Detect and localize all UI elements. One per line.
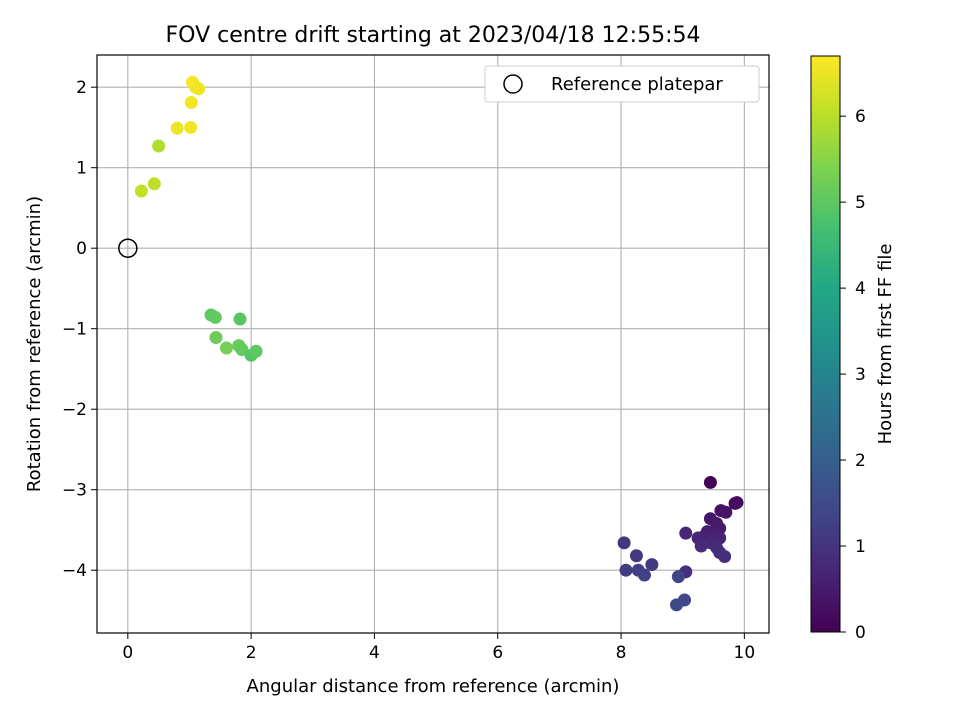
y-tick-label: −2	[62, 400, 87, 420]
data-point	[728, 496, 742, 510]
colorbar-tick-label: 4	[855, 279, 866, 299]
data-point	[637, 568, 651, 582]
y-axis-label: Rotation from reference (arcmin)	[24, 196, 45, 492]
colorbar: 0 1 2 3 4 5 6 Hours from first FF file	[810, 55, 896, 643]
data-point	[152, 139, 166, 153]
y-tick-label: −1	[62, 320, 87, 340]
data-point	[679, 526, 693, 540]
y-tick-label: −4	[62, 561, 87, 581]
data-point	[184, 120, 198, 134]
data-point	[209, 331, 223, 345]
plot-frame	[96, 54, 770, 634]
legend-label: Reference platepar	[551, 74, 723, 95]
x-tick-label: 10	[734, 643, 756, 663]
y-tick-label: 2	[76, 78, 87, 98]
legend: Reference platepar	[484, 65, 760, 103]
y-tick-label: 1	[76, 159, 87, 179]
colorbar-gradient	[810, 55, 841, 633]
colorbar-tick-label: 6	[855, 107, 866, 127]
x-axis-ticks: 0 2 4 6 8 10	[122, 633, 755, 663]
data-point	[170, 121, 184, 135]
data-point	[233, 312, 247, 326]
chart-title: FOV centre drift starting at 2023/04/18 …	[166, 23, 701, 48]
data-point	[718, 550, 732, 564]
data-point	[670, 598, 684, 612]
colorbar-label: Hours from first FF file	[875, 244, 896, 445]
data-point	[184, 95, 198, 109]
data-point	[703, 475, 717, 489]
colorbar-tick-label: 1	[855, 537, 866, 557]
data-point	[719, 505, 733, 519]
x-axis-label: Angular distance from reference (arcmin)	[247, 676, 620, 697]
data-point	[617, 536, 631, 550]
legend-box	[484, 65, 760, 103]
y-axis-ticks: −4 −3 −2 −1 0 1 2	[62, 78, 97, 581]
colorbar-tick-label: 5	[855, 193, 866, 213]
data-point	[134, 184, 148, 198]
data-point	[249, 344, 263, 358]
colorbar-tick-label: 0	[855, 623, 866, 643]
legend-marker	[503, 74, 523, 94]
x-tick-label: 0	[122, 643, 133, 663]
x-tick-label: 8	[616, 643, 627, 663]
data-point	[671, 570, 685, 584]
y-tick-label: −3	[62, 481, 87, 501]
x-tick-label: 2	[246, 643, 257, 663]
reference-point-marker	[118, 238, 138, 258]
x-tick-label: 6	[492, 643, 503, 663]
colorbar-tick-label: 2	[855, 451, 866, 471]
data-point	[645, 558, 659, 572]
plot-area	[97, 55, 769, 633]
data-point	[619, 563, 633, 577]
colorbar-ticks: 0 1 2 3 4 5 6	[840, 107, 866, 643]
data-point	[192, 82, 206, 96]
x-tick-label: 4	[369, 643, 380, 663]
data-point	[147, 177, 161, 191]
data-point	[208, 310, 222, 324]
y-tick-label: 0	[76, 239, 87, 259]
data-points	[134, 75, 744, 612]
data-point	[694, 539, 708, 553]
data-point	[219, 341, 233, 355]
colorbar-tick-label: 3	[855, 365, 866, 385]
data-point	[629, 549, 643, 563]
